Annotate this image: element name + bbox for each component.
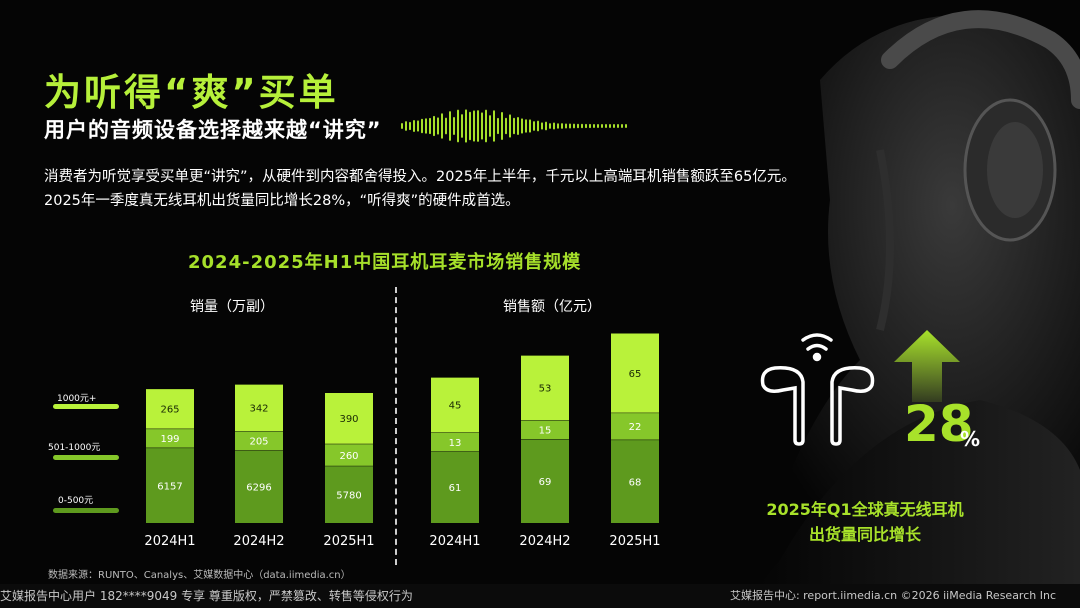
legend-swatch-1000-plus [53,404,119,409]
bar-value-label: 69 [539,477,552,488]
earbuds-icon [760,333,875,446]
bar-value-label: 53 [539,384,552,395]
description-line-1: 消费者为听觉享受买单更“讲究”，从硬件到内容都舍得投入。2025年上半年，千元以… [44,169,796,185]
up-arrow-icon [894,330,960,402]
bar-segment-revenue [611,412,659,440]
footer-copyright-notice: 艾媒报告中心用户 182****9049 专享 尊重版权，严禁篡改、转售等侵权行… [0,589,413,603]
x-tick-label: 2024H1 [144,534,195,549]
bar-segment-revenue [431,377,479,433]
bar-segment-revenue [431,432,479,452]
bar-value-label: 5780 [336,490,361,501]
growth-label-line-1: 2025年Q1全球真无线耳机 [766,500,964,519]
legend-swatch-0-500 [53,508,119,513]
bar-segment-volume [235,431,283,451]
legend-label-1000-plus: 1000元+ [57,394,97,404]
bar-segment-volume [146,447,194,523]
bar-value-label: 199 [160,434,179,445]
legend-label-0-500: 0-500元 [58,496,94,506]
bar-segment-volume [146,428,194,448]
x-tick-label: 2025H1 [323,534,374,549]
legend-label-501-1000: 501-1000元 [48,443,101,453]
panel-title-revenue: 销售额（亿元） [503,299,601,315]
bar-value-label: 265 [160,405,179,416]
bar-segment-revenue [521,420,569,440]
bar-value-label: 6157 [157,481,182,492]
bar-segment-volume [235,384,283,432]
bar-segment-volume [325,465,373,523]
panel-title-volume: 销量（万副） [190,299,274,315]
growth-value: 28 [904,395,974,453]
footer-bar [0,584,1080,608]
bar-segment-revenue [611,439,659,523]
bar-segment-volume [235,450,283,523]
growth-label-line-2: 出货量同比增长 [808,525,921,544]
page-subtitle: 用户的音频设备选择越来越“讲究” [44,118,382,142]
sound-wave-icon [401,109,627,143]
bar-segment-revenue [521,439,569,523]
data-source: 数据来源：RUNTO、Canalys、艾媒数据中心（data.iimedia.c… [48,570,351,581]
chart-title: 2024-2025年H1中国耳机耳麦市场销售规模 [188,252,582,273]
x-tick-label: 2025H1 [609,534,660,549]
x-tick-label: 2024H2 [233,534,284,549]
bar-value-label: 390 [339,414,358,425]
panel-divider [395,287,397,565]
bar-value-label: 205 [249,437,268,448]
page-title: 为听得“爽”买单 [44,71,339,114]
bar-segment-volume [146,388,194,429]
bar-segment-volume [325,392,373,444]
description-line-2: 2025年一季度真无线耳机出货量同比增长28%，“听得爽”的硬件成首选。 [44,193,520,209]
bar-value-label: 61 [449,483,462,494]
x-tick-label: 2024H2 [519,534,570,549]
bar-value-label: 260 [339,451,358,462]
legend-swatch-501-1000 [53,455,119,460]
footer-brand: 艾媒报告中心: report.iimedia.cn ©2026 iiMedia … [729,589,1056,602]
bar-value-label: 15 [539,426,552,437]
bar-value-label: 342 [249,404,268,415]
bar-segment-volume [325,443,373,466]
x-tick-label: 2024H1 [429,534,480,549]
bar-value-label: 65 [629,369,642,380]
bar-value-label: 22 [629,422,642,433]
bar-segment-revenue [431,451,479,523]
bar-value-label: 6296 [246,483,271,494]
bar-segment-revenue [521,355,569,421]
bar-value-label: 68 [629,477,642,488]
bar-value-label: 13 [449,438,462,449]
growth-unit: % [960,427,981,451]
bar-value-label: 45 [449,401,462,412]
bar-segment-revenue [611,333,659,413]
